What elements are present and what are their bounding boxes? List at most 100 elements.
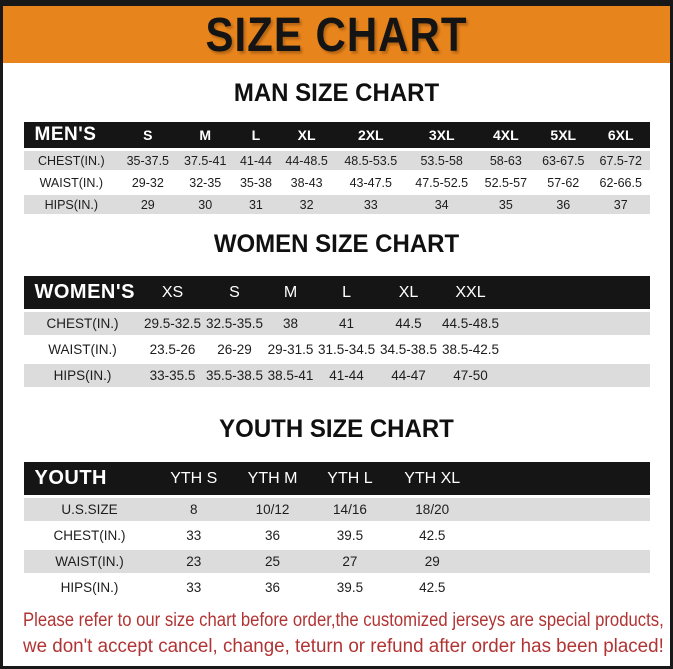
size-column-header: L <box>315 276 378 309</box>
size-value-cell: 47.5-52.5 <box>406 173 478 192</box>
size-value-cell: 30 <box>176 195 234 214</box>
size-column-header: S <box>203 276 266 309</box>
size-value-cell: 41 <box>315 312 378 335</box>
table-filler <box>501 276 650 309</box>
table-filler <box>477 524 650 547</box>
size-column-header: XL <box>277 122 336 148</box>
measurement-row-label: CHEST(IN.) <box>23 151 120 170</box>
size-value-cell: 44-48.5 <box>277 151 336 170</box>
size-value-cell: 14/16 <box>312 498 387 521</box>
title-banner: SIZE CHART <box>3 6 670 63</box>
size-value-cell: 32.5-35.5 <box>203 312 266 335</box>
size-value-cell: 37.5-41 <box>176 151 234 170</box>
size-value-cell: 44.5 <box>377 312 440 335</box>
size-value-cell: 57-62 <box>534 173 592 192</box>
size-value-cell: 36 <box>232 524 313 547</box>
size-value-cell: 33 <box>155 524 233 547</box>
size-value-cell: 33-35.5 <box>141 364 204 387</box>
size-value-cell: 58-63 <box>477 151 535 170</box>
size-value-cell: 29-32 <box>119 173 177 192</box>
table-row: HIPS(IN.) 29 30 31 32 33 34 35 36 37 <box>23 195 650 214</box>
size-value-cell: 62-66.5 <box>591 173 650 192</box>
table-filler <box>501 364 650 387</box>
size-value-cell: 29-31.5 <box>265 338 316 361</box>
size-column-header: 2XL <box>335 122 407 148</box>
table-row: U.S.SIZE 8 10/12 14/16 18/20 <box>23 498 650 521</box>
measurement-row-label: HIPS(IN.) <box>23 195 120 214</box>
size-table-women: WOMEN'S XS S M L XL XXL CHEST(IN.) 29.5-32.5 32.5… <box>23 273 650 390</box>
size-value-cell: 44-47 <box>377 364 440 387</box>
size-column-header: YTH XL <box>386 462 478 495</box>
size-value-cell: 33 <box>335 195 407 214</box>
size-column-header: XS <box>141 276 204 309</box>
section-heading: WOMEN SIZE CHART <box>213 230 460 258</box>
size-column-header: L <box>233 122 278 148</box>
size-column-header: XL <box>377 276 440 309</box>
size-value-cell: 37 <box>591 195 650 214</box>
size-value-cell: 29.5-32.5 <box>141 312 204 335</box>
size-column-header: 6XL <box>591 122 650 148</box>
table-corner-label: WOMEN'S <box>23 276 142 309</box>
size-value-cell: 42.5 <box>386 524 478 547</box>
size-column-header: YTH L <box>312 462 387 495</box>
measurement-row-label: HIPS(IN.) <box>23 576 156 599</box>
size-table-men: MEN'S S M L XL 2XL 3XL 4XL 5XL 6XL CHEST(IN.) 35-37… <box>23 119 650 217</box>
table-filler <box>477 462 650 495</box>
size-value-cell: 44.5-48.5 <box>439 312 502 335</box>
table-row: CHEST(IN.) 35-37.5 37.5-41 41-44 44-48.5 48.5… <box>23 151 650 170</box>
size-column-header: 3XL <box>406 122 478 148</box>
size-value-cell: 38.5-42.5 <box>439 338 502 361</box>
size-value-cell: 63-67.5 <box>534 151 592 170</box>
size-value-cell: 35.5-38.5 <box>203 364 266 387</box>
table-corner-label: MEN'S <box>23 122 120 148</box>
size-column-header: YTH S <box>155 462 233 495</box>
page-title: SIZE CHART <box>205 6 468 61</box>
size-column-header: S <box>119 122 177 148</box>
table-row: CHEST(IN.) 29.5-32.5 32.5-35.5 38 41 44.5 44.5… <box>23 312 650 335</box>
size-value-cell: 43-47.5 <box>335 173 407 192</box>
size-column-header: M <box>265 276 316 309</box>
table-row: HIPS(IN.) 33 36 39.5 42.5 <box>23 576 650 599</box>
table-filler <box>477 576 650 599</box>
size-value-cell: 38-43 <box>277 173 336 192</box>
size-column-header: 5XL <box>534 122 592 148</box>
size-value-cell: 41-44 <box>233 151 278 170</box>
section-heading: YOUTH SIZE CHART <box>219 415 454 443</box>
footer-note: Please refer to our size chart before or… <box>3 608 670 660</box>
size-chart-section-men: MAN SIZE CHART MEN'S S M L XL 2XL 3XL 4XL 5XL 6XL… <box>3 79 670 217</box>
table-filler <box>477 498 650 521</box>
size-value-cell: 53.5-58 <box>406 151 478 170</box>
table-corner-label: YOUTH <box>23 462 156 495</box>
size-value-cell: 67.5-72 <box>591 151 650 170</box>
size-value-cell: 29 <box>119 195 177 214</box>
size-column-header: 4XL <box>477 122 535 148</box>
size-value-cell: 42.5 <box>386 576 478 599</box>
table-filler <box>501 338 650 361</box>
size-value-cell: 36 <box>534 195 592 214</box>
measurement-row-label: CHEST(IN.) <box>23 524 156 547</box>
size-value-cell: 26-29 <box>203 338 266 361</box>
size-value-cell: 52.5-57 <box>477 173 535 192</box>
size-value-cell: 29 <box>386 550 478 573</box>
table-header-row: WOMEN'S XS S M L XL XXL <box>23 276 650 309</box>
size-column-header: YTH M <box>232 462 313 495</box>
size-value-cell: 33 <box>155 576 233 599</box>
size-chart-section-women: WOMEN SIZE CHART WOMEN'S XS S M L XL XXL CHEST(… <box>3 230 670 390</box>
table-row: WAIST(IN.) 29-32 32-35 35-38 38-43 43-47.5 47.… <box>23 173 650 192</box>
size-value-cell: 41-44 <box>315 364 378 387</box>
measurement-row-label: WAIST(IN.) <box>23 338 142 361</box>
measurement-row-label: U.S.SIZE <box>23 498 156 521</box>
charts-container: MAN SIZE CHART MEN'S S M L XL 2XL 3XL 4XL 5XL 6XL… <box>3 79 670 602</box>
size-chart-section-youth: YOUTH SIZE CHART YOUTH YTH S YTH M YTH L YTH… <box>3 415 670 602</box>
size-value-cell: 35 <box>477 195 535 214</box>
size-column-header: XXL <box>439 276 502 309</box>
table-row: HIPS(IN.) 33-35.5 35.5-38.5 38.5-41 41-44 44-… <box>23 364 650 387</box>
table-header-row: YOUTH YTH S YTH M YTH L YTH XL <box>23 462 650 495</box>
size-value-cell: 23.5-26 <box>141 338 204 361</box>
size-value-cell: 35-37.5 <box>119 151 177 170</box>
table-row: CHEST(IN.) 33 36 39.5 42.5 <box>23 524 650 547</box>
size-value-cell: 31 <box>233 195 278 214</box>
table-header-row: MEN'S S M L XL 2XL 3XL 4XL 5XL 6XL <box>23 122 650 148</box>
size-value-cell: 10/12 <box>232 498 313 521</box>
